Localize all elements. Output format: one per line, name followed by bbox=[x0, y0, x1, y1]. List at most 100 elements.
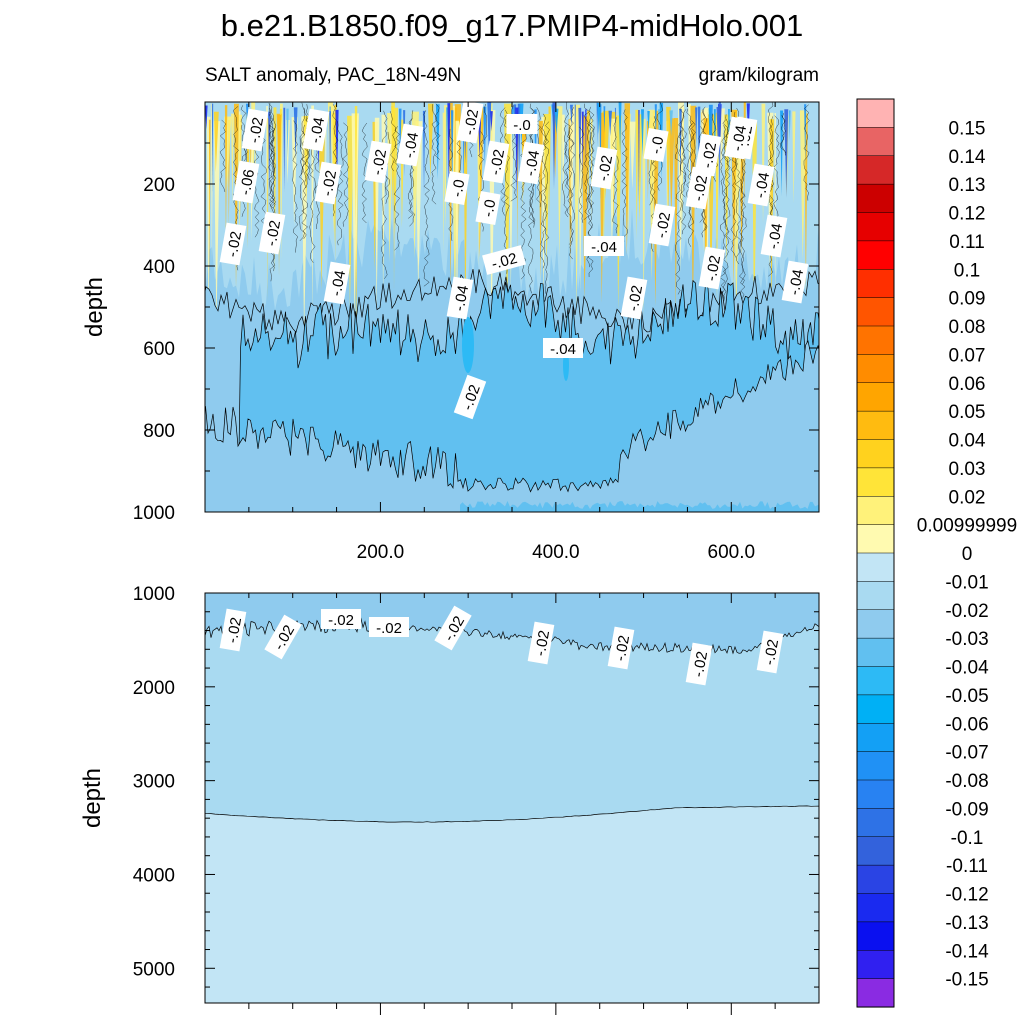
contour-line bbox=[269, 107, 276, 209]
contour-line bbox=[361, 122, 369, 224]
contour-label-bg bbox=[506, 114, 538, 134]
anomaly-streak-negative bbox=[554, 108, 559, 135]
anomaly-streak-positive bbox=[635, 109, 639, 240]
contour-label-bg bbox=[685, 166, 713, 210]
anomaly-streak-negative bbox=[483, 106, 487, 167]
contour-line bbox=[780, 112, 787, 154]
contour-label-text: -.02 bbox=[224, 616, 245, 644]
anomaly-streak-positive bbox=[266, 106, 268, 259]
contour-line bbox=[686, 108, 692, 229]
contour-label: -.02 bbox=[648, 203, 676, 247]
anomaly-streak-negative bbox=[669, 110, 673, 136]
colorbar-swatch bbox=[856, 950, 895, 980]
anomaly-streak-negative bbox=[654, 104, 657, 139]
contour-label-text: -.0 bbox=[648, 135, 668, 155]
contour-label: -.02 bbox=[527, 621, 555, 665]
colorbar-swatch bbox=[856, 127, 895, 157]
colorbar-swatch bbox=[856, 779, 895, 809]
colorbar-label: -0.1 bbox=[951, 828, 984, 849]
contour-line bbox=[679, 130, 687, 235]
contour-label-text: -.02 bbox=[699, 141, 720, 169]
contour-label-text: -.02 bbox=[263, 219, 284, 247]
colorbar-label: 0.07 bbox=[949, 345, 986, 366]
x-tick-label: 400.0 bbox=[532, 542, 580, 563]
contour-label-bg bbox=[302, 108, 330, 152]
anomaly-streak-negative bbox=[638, 110, 640, 202]
anomaly-streak-negative bbox=[695, 107, 698, 144]
lower-panel: -.02 -.02-.02 -.02 -.02 -.02 -.02-.02 -.02 100… bbox=[79, 584, 820, 1015]
contour-label-bg bbox=[482, 140, 510, 184]
contour-line bbox=[332, 104, 339, 217]
x-tick-label: 200.0 bbox=[357, 542, 405, 563]
contour-label: -.02 bbox=[756, 630, 784, 674]
contour-label-bg bbox=[369, 617, 409, 637]
contour-label-text: -.06 bbox=[237, 168, 258, 196]
contour-label-text: -.02 bbox=[595, 154, 616, 182]
contour-label-text: -.04 bbox=[786, 268, 807, 296]
anomaly-streak-positive bbox=[629, 121, 636, 189]
contour-label: -.04 bbox=[323, 261, 351, 305]
contour-line bbox=[483, 103, 488, 145]
contour-label-text: -.04 bbox=[522, 149, 543, 177]
contour-label-bg bbox=[232, 160, 260, 204]
contour-label-bg bbox=[446, 276, 474, 320]
contour-label-text: -.04 bbox=[765, 222, 786, 250]
contour-label-bg bbox=[527, 621, 555, 665]
colorbar-label: 0.03 bbox=[949, 459, 986, 480]
colorbar-swatch bbox=[856, 751, 895, 781]
contour-label: -.02 bbox=[219, 222, 247, 266]
anomaly-streak-negative bbox=[490, 111, 493, 132]
upper-contour-fills bbox=[205, 102, 819, 512]
contour-label-text: -.02 bbox=[369, 148, 390, 176]
anomaly-streak-negative bbox=[585, 109, 587, 170]
colorbar-label: -0.12 bbox=[945, 885, 988, 906]
lower-contour-fills bbox=[205, 593, 819, 823]
contour-line bbox=[722, 119, 729, 300]
contour-label: -.04 bbox=[781, 260, 809, 304]
colorbar-label: 0.09 bbox=[949, 289, 986, 310]
colorbar-swatch bbox=[856, 524, 895, 554]
contour-label: -.02 bbox=[456, 100, 484, 144]
upper-panel: -.02 -.04-.04-.02 -.0-.02 -.02 -.04 -.02-.0 -.… bbox=[81, 100, 820, 563]
colorbar-swatch bbox=[856, 439, 895, 469]
colorbar-label: -0.02 bbox=[945, 601, 988, 622]
colorbar-label: -0.09 bbox=[945, 799, 988, 820]
colorbar-label: -0.11 bbox=[946, 856, 988, 877]
contour-label-bg bbox=[760, 214, 788, 258]
colorbar-swatch bbox=[856, 978, 895, 1008]
colorbar-swatch bbox=[856, 240, 895, 270]
y-tick-label: 1000 bbox=[133, 584, 175, 605]
contour-label-bg bbox=[219, 222, 247, 266]
contour-label-bg bbox=[620, 276, 648, 320]
upper-contour-labels: -.02 -.04-.04-.02 -.0-.02 -.02 -.04 -.02-.0 -.… bbox=[219, 100, 809, 420]
contour-label-text: -.0 bbox=[513, 117, 531, 134]
y-tick-label: 4000 bbox=[133, 865, 175, 886]
colorbar-swatch bbox=[856, 155, 895, 185]
contour-label: -.02 bbox=[321, 609, 361, 629]
contour-label-bg bbox=[584, 236, 624, 256]
contour-line bbox=[301, 130, 309, 240]
colorbar-frame bbox=[856, 98, 895, 1008]
colorbar-swatch bbox=[856, 467, 895, 497]
contour-line bbox=[719, 125, 727, 306]
colorbar-swatch bbox=[856, 382, 895, 412]
anomaly-streak-negative bbox=[283, 107, 286, 192]
contour-label-text: -.04 bbox=[401, 131, 422, 159]
contour-label-text: -.04 bbox=[729, 124, 750, 152]
contour-line bbox=[298, 124, 305, 242]
contour-label-text: -.02 bbox=[461, 108, 482, 136]
contour-label: -.04 bbox=[760, 214, 788, 258]
anomaly-streak-negative bbox=[211, 103, 214, 193]
contour-label-text: -.02 bbox=[690, 650, 711, 678]
anomaly-streak-positive bbox=[668, 118, 675, 219]
contour-label: -.06 bbox=[232, 160, 260, 204]
anomaly-streak-positive bbox=[442, 112, 446, 253]
contour-line bbox=[680, 109, 687, 198]
contour-line bbox=[292, 120, 299, 253]
contour-line bbox=[803, 104, 810, 201]
anomaly-streak-negative bbox=[608, 110, 612, 137]
anomaly-streak-positive bbox=[561, 114, 565, 211]
colorbar-swatch bbox=[856, 609, 895, 639]
contour-label-text: -.04 bbox=[451, 284, 472, 312]
contour-label-bg bbox=[607, 626, 635, 670]
